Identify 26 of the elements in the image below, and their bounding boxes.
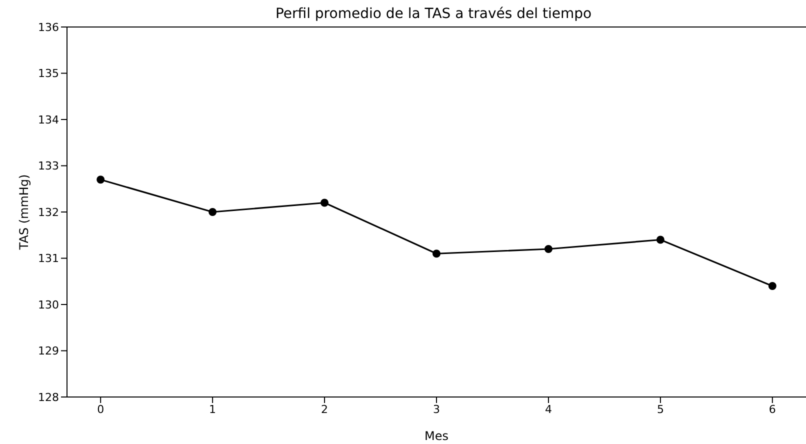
point: [768, 282, 776, 290]
y-tick-label: 133: [38, 160, 59, 173]
point: [432, 250, 440, 258]
point: [96, 176, 105, 184]
y-tick-label: 131: [38, 252, 59, 266]
point: [656, 236, 664, 244]
point: [544, 245, 552, 253]
point: [208, 208, 217, 216]
x-tick-label: 5: [656, 402, 664, 416]
y-tick-label: 130: [38, 298, 59, 312]
y-tick-label: 128: [38, 390, 59, 404]
y-tick-label: 135: [38, 67, 59, 80]
y-tick-label: 132: [38, 206, 59, 219]
x-tick-label: 4: [544, 402, 552, 416]
x-tick-label: 3: [433, 402, 440, 416]
x-tick-label: 0: [97, 402, 104, 416]
point: [320, 198, 329, 207]
x-axis-title: Mes: [424, 429, 448, 443]
x-tick-label: 1: [209, 402, 216, 416]
y-tick-label: 136: [38, 20, 59, 34]
x-tick-label: 6: [768, 402, 776, 416]
x-tick-label: 2: [321, 402, 328, 416]
y-tick-label: 129: [38, 344, 59, 358]
chart-title: Perfil promedio de la TAS a través del tiempo: [274, 6, 593, 22]
y-axis-title: TAS (mmHg): [17, 174, 31, 251]
y-tick-label: 134: [38, 113, 59, 126]
